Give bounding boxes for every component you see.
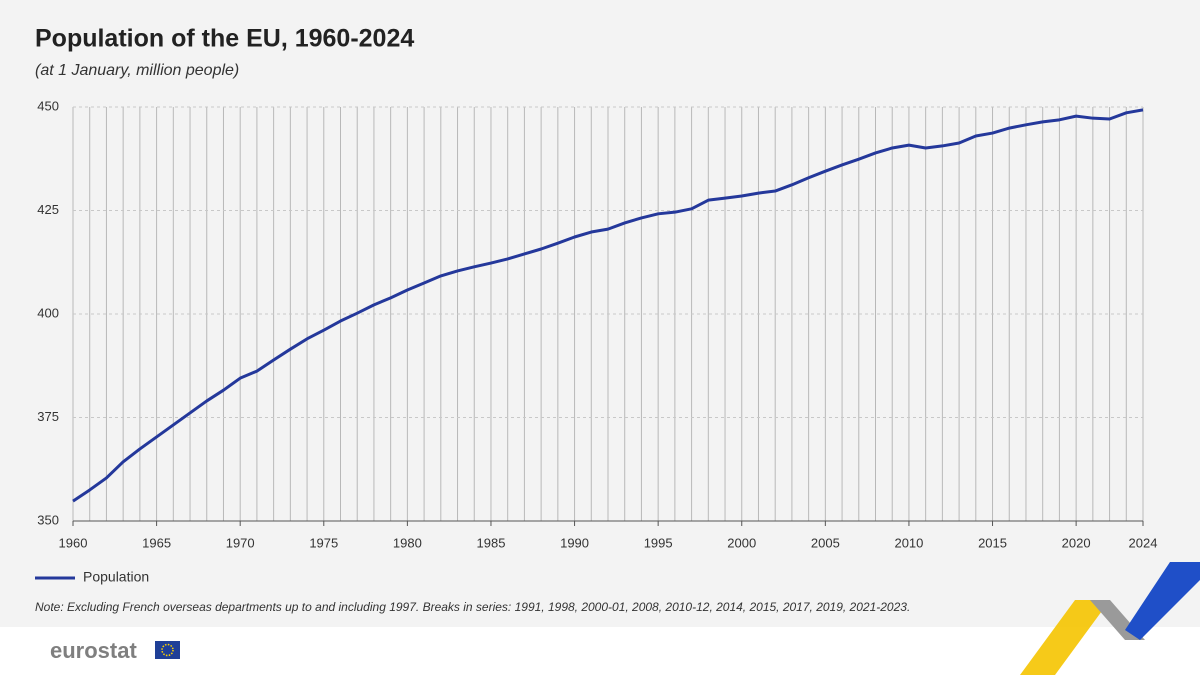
y-tick-label: 450 [37,98,59,113]
y-tick-label: 400 [37,305,59,320]
y-tick-label: 375 [37,409,59,424]
x-tick-label: 2010 [894,535,923,550]
x-tick-label: 1970 [226,535,255,550]
logo-text: eurostat [50,638,137,663]
x-tick-label: 2020 [1062,535,1091,550]
eu-stars [161,643,174,657]
x-tick-label: 1985 [477,535,506,550]
x-tick-label: 1980 [393,535,422,550]
footer-background [0,627,1200,675]
x-tick-label: 1975 [309,535,338,550]
chart-title: Population of the EU, 1960-2024 [35,25,414,53]
eu-flag [155,641,180,659]
background [0,0,1200,627]
x-tick-label: 1990 [560,535,589,550]
x-tick-label: 2000 [727,535,756,550]
x-tick-label: 1995 [644,535,673,550]
data-line [72,108,1144,503]
x-tick-label: 1960 [59,535,88,550]
y-tick-label: 425 [37,202,59,217]
decor-blue [1125,562,1200,640]
x-tick-label: 2005 [811,535,840,550]
chart-subtitle: (at 1 January, million people) [35,62,239,79]
decor-yellow [1020,600,1110,675]
y-tick-label: 350 [37,512,59,527]
x-tick-label: 2015 [978,535,1007,550]
legend-label: Population [83,569,149,585]
x-tick-label: 2024 [1129,535,1158,550]
note: Note: Excluding French overseas departme… [35,600,910,614]
x-tick-label: 1965 [142,535,171,550]
